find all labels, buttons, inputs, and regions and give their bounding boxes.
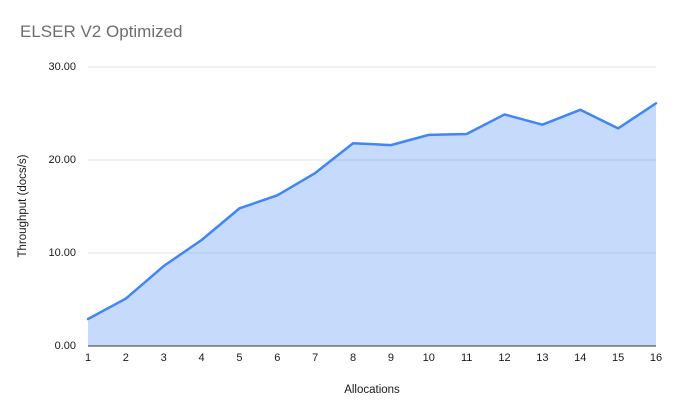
x-tick-label: 12 xyxy=(498,352,511,364)
y-tick-label: 20.00 xyxy=(48,154,76,166)
y-tick-label: 0.00 xyxy=(54,340,76,352)
x-tick-label: 15 xyxy=(612,352,625,364)
x-tick-label: 11 xyxy=(460,352,473,364)
x-tick-label: 13 xyxy=(536,352,549,364)
x-axis-title: Allocations xyxy=(344,384,400,396)
x-tick-label: 10 xyxy=(422,352,435,364)
x-tick-label: 4 xyxy=(198,352,205,364)
x-tick-label: 6 xyxy=(274,352,281,364)
y-tick-label: 30.00 xyxy=(48,61,76,73)
x-tick-label: 7 xyxy=(312,352,319,364)
x-tick-label: 5 xyxy=(236,352,243,364)
x-tick-label: 2 xyxy=(122,352,129,364)
x-tick-label: 14 xyxy=(574,352,587,364)
series-line xyxy=(86,102,658,321)
x-tick-label: 3 xyxy=(160,352,167,364)
series-area-fill xyxy=(88,103,656,347)
x-tick-label: 9 xyxy=(387,352,394,364)
y-axis-title: Throughput (docs/s) xyxy=(17,154,29,258)
x-tick-label: 1 xyxy=(84,352,92,364)
y-tick-label: 10.00 xyxy=(48,247,76,259)
chart-title: ELSER V2 Optimized xyxy=(20,22,183,41)
x-tick-label: 8 xyxy=(350,352,357,364)
x-tick-label: 16 xyxy=(649,352,663,364)
